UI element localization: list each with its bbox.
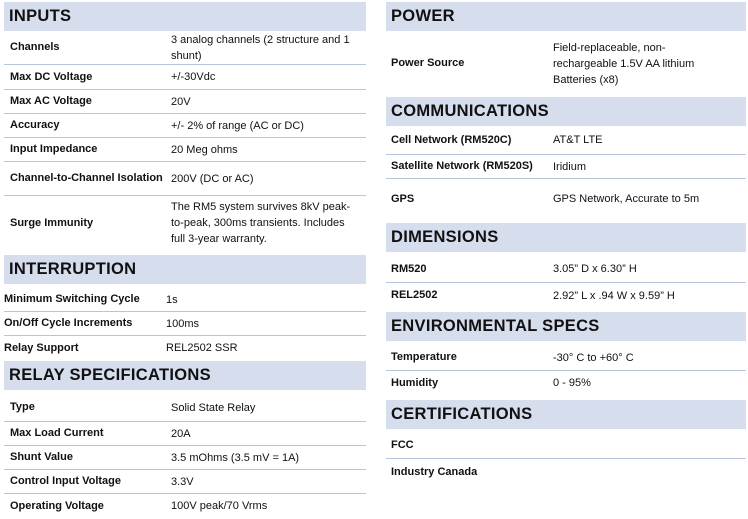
spec-row: Type Solid State Relay bbox=[4, 394, 366, 422]
section-environmental-specs: ENVIRONMENTAL SPECS Temperature -30° C to … bbox=[386, 312, 746, 395]
spec-label: REL2502 bbox=[391, 289, 438, 301]
spec-row: Max Load Current 20A bbox=[4, 422, 366, 446]
spec-value: Field-replaceable, non-rechargeable 1.5V… bbox=[553, 41, 695, 86]
section-inputs: INPUTS Channels 3 analog channels (2 struc… bbox=[4, 2, 366, 250]
spec-value: 3.3V bbox=[171, 475, 194, 488]
section-power: POWER Power Source Field-replaceable, non-… bbox=[386, 2, 746, 96]
spec-label: On/Off Cycle Increments bbox=[4, 317, 133, 329]
spec-label: Humidity bbox=[391, 376, 439, 389]
section-title: RELAY SPECIFICATIONS bbox=[4, 361, 366, 390]
spec-value: AT&T LTE bbox=[553, 134, 603, 146]
spec-value: 100ms bbox=[166, 317, 200, 330]
spec-value: Iridium bbox=[553, 160, 587, 173]
spec-row: GPS GPS Network, Accurate to 5m bbox=[386, 179, 746, 219]
spec-value: GPS Network, Accurate to 5m bbox=[553, 193, 700, 205]
section-relay-specifications: RELAY SPECIFICATIONS Type Solid State Rela… bbox=[4, 361, 366, 518]
spec-value: -30° C to +60° C bbox=[553, 351, 634, 364]
spec-row: Max DC Voltage +/-30Vdc bbox=[4, 65, 366, 90]
section-title: ENVIRONMENTAL SPECS bbox=[386, 312, 746, 341]
spec-row: Surge Immunity The RM5 system survives 8k… bbox=[4, 196, 366, 250]
section-interruption: INTERRUPTION Minimum Switching Cycle 1s On/… bbox=[4, 255, 366, 360]
spec-value: +/- 2% of range (AC or DC) bbox=[171, 119, 304, 132]
spec-value: 2.92” L x .94 W x 9.59” H bbox=[553, 289, 675, 302]
spec-label: RM520 bbox=[391, 262, 427, 275]
spec-label: Power Source bbox=[391, 57, 465, 69]
spec-row: Cell Network (RM520C) AT&T LTE bbox=[386, 126, 746, 155]
spec-value: 100V peak/70 Vrms bbox=[171, 500, 268, 512]
spec-label: Channels bbox=[10, 41, 60, 53]
spec-label: Control Input Voltage bbox=[10, 475, 122, 487]
spec-row: Shunt Value 3.5 mOhms (3.5 mV = 1A) bbox=[4, 446, 366, 470]
section-communications: COMMUNICATIONS Cell Network (RM520C) AT&T … bbox=[386, 97, 746, 219]
spec-value: 1s bbox=[166, 293, 178, 306]
spec-row: Satellite Network (RM520S) Iridium bbox=[386, 155, 746, 179]
spec-row: Power Source Field-replaceable, non-recha… bbox=[386, 31, 746, 96]
spec-value: 20 Meg ohms bbox=[171, 143, 238, 156]
spec-row: On/Off Cycle Increments 100ms bbox=[4, 312, 366, 336]
section-title: CERTIFICATIONS bbox=[386, 400, 746, 429]
left-column: INPUTS Channels 3 analog channels (2 struc… bbox=[4, 2, 366, 518]
spec-label: Industry Canada bbox=[391, 465, 478, 478]
spec-row: Operating Voltage 100V peak/70 Vrms bbox=[4, 494, 366, 518]
spec-label: Minimum Switching Cycle bbox=[4, 293, 140, 305]
spec-row: REL2502 2.92” L x .94 W x 9.59” H bbox=[386, 283, 746, 308]
spec-row: RM520 3.05” D x 6.30” H bbox=[386, 256, 746, 283]
spec-label: FCC bbox=[391, 439, 414, 451]
spec-value: +/-30Vdc bbox=[171, 71, 216, 83]
spec-value: 3.05” D x 6.30” H bbox=[553, 263, 637, 275]
spec-label: Max DC Voltage bbox=[10, 70, 93, 83]
spec-value: 0 - 95% bbox=[553, 377, 591, 389]
spec-label: GPS bbox=[391, 192, 415, 205]
spec-value: Solid State Relay bbox=[171, 401, 256, 414]
spec-row: Humidity 0 - 95% bbox=[386, 371, 746, 395]
spec-row: Minimum Switching Cycle 1s bbox=[4, 288, 366, 312]
spec-label: Type bbox=[10, 401, 35, 413]
spec-value: 200V (DC or AC) bbox=[171, 172, 254, 185]
spec-value: 3.5 mOhms (3.5 mV = 1A) bbox=[171, 451, 300, 464]
spec-row: Max AC Voltage 20V bbox=[4, 90, 366, 114]
spec-row: Input Impedance 20 Meg ohms bbox=[4, 138, 366, 162]
section-title: INTERRUPTION bbox=[4, 255, 366, 284]
spec-value: The RM5 system survives 8kV peak-to-peak… bbox=[171, 201, 351, 245]
section-certifications: CERTIFICATIONS FCC Industry Canada bbox=[386, 400, 746, 485]
spec-row: Control Input Voltage 3.3V bbox=[4, 470, 366, 494]
spec-label: Shunt Value bbox=[10, 451, 73, 463]
section-title: POWER bbox=[386, 2, 746, 31]
spec-row: Relay Support REL2502 SSR bbox=[4, 336, 366, 360]
spec-value: 20A bbox=[171, 427, 191, 440]
spec-row: Industry Canada bbox=[386, 459, 746, 485]
spec-label: Max Load Current bbox=[10, 427, 104, 439]
spec-value: 20V bbox=[171, 95, 191, 108]
spec-label: Accuracy bbox=[10, 119, 60, 131]
right-column: POWER Power Source Field-replaceable, non-… bbox=[386, 2, 746, 485]
spec-label: Temperature bbox=[391, 351, 457, 363]
spec-row: Channel-to-Channel Isolation 200V (DC or … bbox=[4, 162, 366, 196]
spec-label: Cell Network (RM520C) bbox=[391, 133, 512, 146]
section-title: INPUTS bbox=[4, 2, 366, 31]
spec-label: Satellite Network (RM520S) bbox=[391, 160, 533, 172]
spec-label: Surge Immunity bbox=[10, 216, 94, 229]
spec-row: FCC bbox=[386, 433, 746, 459]
spec-value: 3 analog channels (2 structure and 1 shu… bbox=[171, 33, 350, 62]
spec-label: Input Impedance bbox=[10, 143, 98, 155]
spec-row: Temperature -30° C to +60° C bbox=[386, 345, 746, 371]
spec-row: Channels 3 analog channels (2 structure a… bbox=[4, 31, 366, 65]
section-title: DIMENSIONS bbox=[386, 223, 746, 252]
spec-label: Relay Support bbox=[4, 341, 79, 354]
spec-value: REL2502 SSR bbox=[166, 342, 238, 354]
spec-label: Operating Voltage bbox=[10, 499, 104, 512]
spec-row: Accuracy +/- 2% of range (AC or DC) bbox=[4, 114, 366, 138]
spec-label: Channel-to-Channel Isolation bbox=[10, 172, 163, 184]
section-title: COMMUNICATIONS bbox=[386, 97, 746, 126]
section-dimensions: DIMENSIONS RM520 3.05” D x 6.30” H REL2502 2… bbox=[386, 223, 746, 308]
spec-label: Max AC Voltage bbox=[10, 95, 92, 107]
